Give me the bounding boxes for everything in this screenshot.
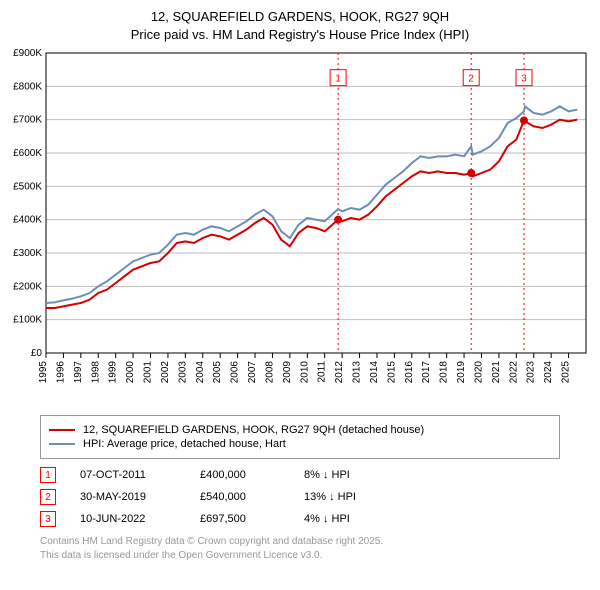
svg-text:2016: 2016	[404, 361, 415, 384]
svg-text:2003: 2003	[177, 361, 188, 384]
event-row: 1 07-OCT-2011 £400,000 8% ↓ HPI	[40, 467, 560, 483]
legend: 12, SQUAREFIELD GARDENS, HOOK, RG27 9QH …	[40, 415, 560, 459]
event-row: 3 10-JUN-2022 £697,500 4% ↓ HPI	[40, 511, 560, 527]
svg-text:2005: 2005	[212, 361, 223, 384]
event-price: £697,500	[200, 513, 280, 525]
event-num: 2	[40, 489, 56, 505]
svg-text:£200K: £200K	[13, 281, 42, 292]
svg-text:2025: 2025	[561, 361, 572, 384]
svg-text:1: 1	[335, 74, 341, 85]
event-delta: 8% ↓ HPI	[304, 469, 404, 481]
title-block: 12, SQUAREFIELD GARDENS, HOOK, RG27 9QH …	[8, 8, 592, 43]
svg-text:1997: 1997	[73, 361, 84, 384]
event-price: £540,000	[200, 491, 280, 503]
svg-text:2009: 2009	[282, 361, 293, 384]
svg-text:2007: 2007	[247, 361, 258, 384]
footer-attribution: Contains HM Land Registry data © Crown c…	[40, 535, 560, 562]
svg-text:£500K: £500K	[13, 181, 42, 192]
svg-text:2017: 2017	[421, 361, 432, 384]
legend-label: HPI: Average price, detached house, Hart	[83, 438, 286, 450]
event-date: 10-JUN-2022	[80, 513, 176, 525]
svg-text:1995: 1995	[38, 361, 49, 384]
svg-text:2019: 2019	[456, 361, 467, 384]
title-line-2: Price paid vs. HM Land Registry's House …	[8, 26, 592, 44]
svg-text:£600K: £600K	[13, 148, 42, 159]
chart-card: 12, SQUAREFIELD GARDENS, HOOK, RG27 9QH …	[0, 0, 600, 570]
svg-text:1996: 1996	[55, 361, 66, 384]
svg-text:2006: 2006	[230, 361, 241, 384]
svg-text:2018: 2018	[439, 361, 450, 384]
svg-text:2012: 2012	[334, 361, 345, 384]
title-line-1: 12, SQUAREFIELD GARDENS, HOOK, RG27 9QH	[8, 8, 592, 26]
event-num: 1	[40, 467, 56, 483]
svg-text:2008: 2008	[264, 361, 275, 384]
svg-text:3: 3	[521, 74, 527, 85]
events-table: 1 07-OCT-2011 £400,000 8% ↓ HPI 2 30-MAY-2019…	[40, 467, 560, 527]
svg-text:1998: 1998	[90, 361, 101, 384]
svg-text:2001: 2001	[143, 361, 154, 384]
event-num: 3	[40, 511, 56, 527]
svg-text:£700K: £700K	[13, 115, 42, 126]
legend-label: 12, SQUAREFIELD GARDENS, HOOK, RG27 9QH …	[83, 424, 424, 436]
svg-text:2002: 2002	[160, 361, 171, 384]
svg-text:2023: 2023	[526, 361, 537, 384]
event-row: 2 30-MAY-2019 £540,000 13% ↓ HPI	[40, 489, 560, 505]
svg-text:£900K: £900K	[13, 49, 42, 59]
svg-text:2: 2	[468, 74, 474, 85]
svg-text:2000: 2000	[125, 361, 136, 384]
svg-text:£100K: £100K	[13, 315, 42, 326]
event-delta: 13% ↓ HPI	[304, 491, 404, 503]
svg-text:£400K: £400K	[13, 215, 42, 226]
legend-row: HPI: Average price, detached house, Hart	[49, 438, 551, 450]
footer-line-1: Contains HM Land Registry data © Crown c…	[40, 535, 560, 549]
svg-text:2021: 2021	[491, 361, 502, 384]
event-date: 07-OCT-2011	[80, 469, 176, 481]
legend-row: 12, SQUAREFIELD GARDENS, HOOK, RG27 9QH …	[49, 424, 551, 436]
svg-text:1999: 1999	[108, 361, 119, 384]
legend-swatch	[49, 429, 75, 431]
event-delta: 4% ↓ HPI	[304, 513, 404, 525]
legend-swatch	[49, 443, 75, 445]
svg-text:£300K: £300K	[13, 248, 42, 259]
footer-line-2: This data is licensed under the Open Gov…	[40, 549, 560, 563]
chart-area: £0 £100K £200K £300K £400K £500K £600K £700K £80…	[8, 49, 592, 409]
svg-text:2022: 2022	[508, 361, 519, 384]
svg-text:2011: 2011	[317, 361, 328, 383]
chart-svg: £0 £100K £200K £300K £400K £500K £600K £700K £80…	[8, 49, 592, 409]
svg-text:2010: 2010	[299, 361, 310, 384]
svg-text:2024: 2024	[543, 361, 554, 384]
svg-text:2013: 2013	[352, 361, 363, 384]
svg-text:2014: 2014	[369, 361, 380, 384]
svg-text:2015: 2015	[386, 361, 397, 384]
svg-text:2004: 2004	[195, 361, 206, 384]
svg-text:2020: 2020	[473, 361, 484, 384]
event-price: £400,000	[200, 469, 280, 481]
svg-text:£0: £0	[31, 348, 43, 359]
svg-text:£800K: £800K	[13, 81, 42, 92]
event-date: 30-MAY-2019	[80, 491, 176, 503]
